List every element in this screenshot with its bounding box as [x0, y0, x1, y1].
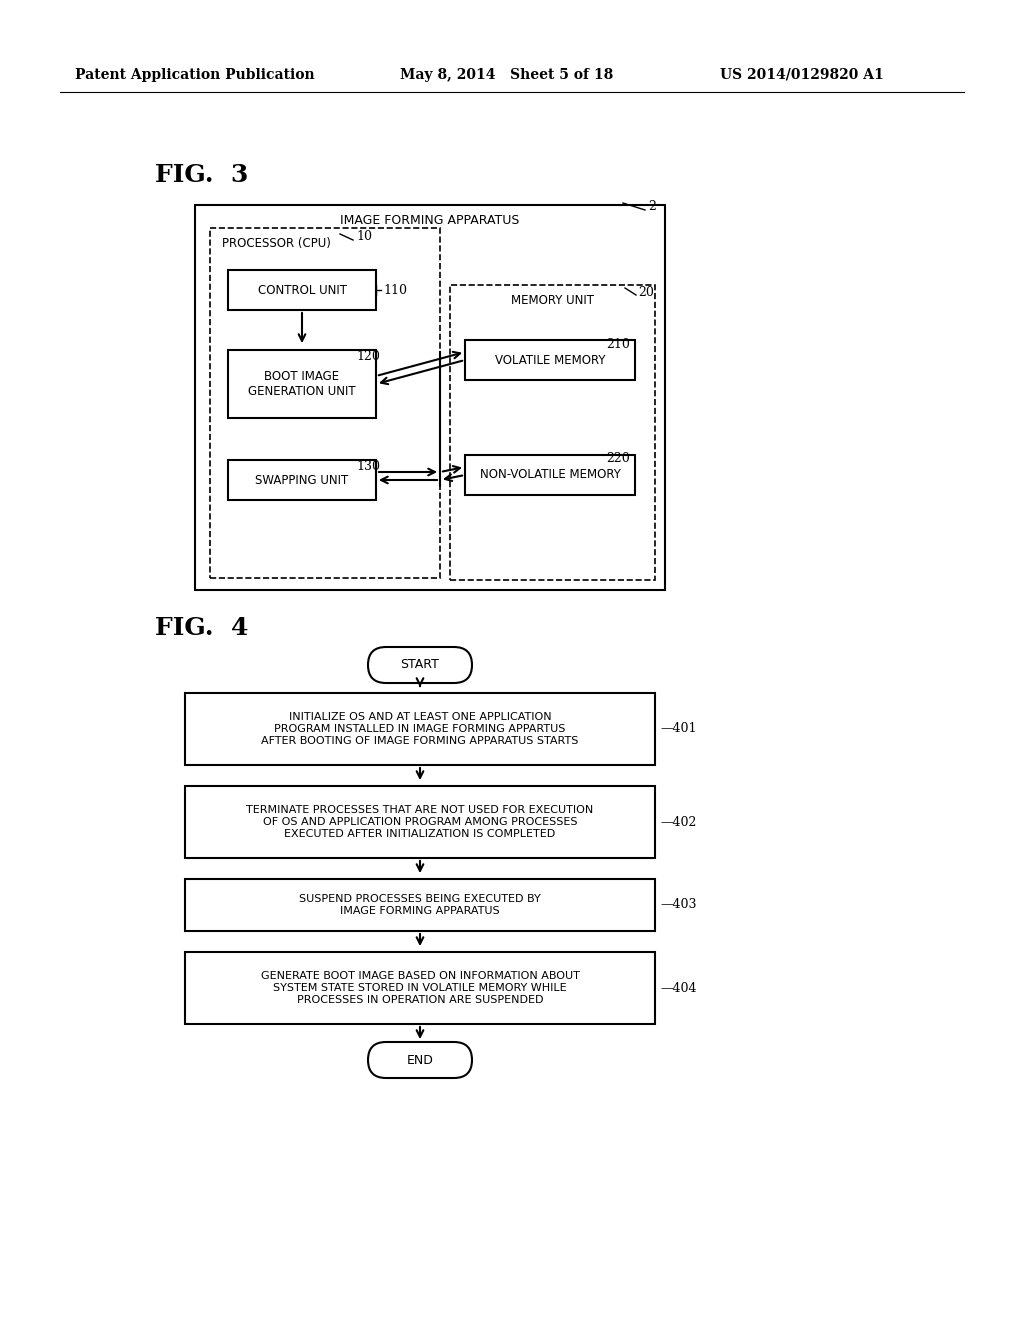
- Text: TERMINATE PROCESSES THAT ARE NOT USED FOR EXECUTION
OF OS AND APPLICATION PROGRA: TERMINATE PROCESSES THAT ARE NOT USED FO…: [247, 805, 594, 838]
- Text: 120: 120: [356, 350, 380, 363]
- Text: US 2014/0129820 A1: US 2014/0129820 A1: [720, 69, 884, 82]
- Bar: [195, 205, 665, 590]
- Text: 130: 130: [356, 459, 380, 473]
- Text: FIG.  4: FIG. 4: [155, 616, 249, 640]
- Text: BOOT IMAGE
GENERATION UNIT: BOOT IMAGE GENERATION UNIT: [248, 370, 355, 399]
- Text: Patent Application Publication: Patent Application Publication: [75, 69, 314, 82]
- Bar: [185, 879, 655, 931]
- Text: 110: 110: [383, 284, 407, 297]
- Text: May 8, 2014   Sheet 5 of 18: May 8, 2014 Sheet 5 of 18: [400, 69, 613, 82]
- Text: —403: —403: [660, 899, 696, 912]
- Text: GENERATE BOOT IMAGE BASED ON INFORMATION ABOUT
SYSTEM STATE STORED IN VOLATILE M: GENERATE BOOT IMAGE BASED ON INFORMATION…: [260, 972, 580, 1005]
- Bar: [465, 341, 635, 380]
- Bar: [185, 785, 655, 858]
- FancyBboxPatch shape: [368, 1041, 472, 1078]
- Text: SUSPEND PROCESSES BEING EXECUTED BY
IMAGE FORMING APPARATUS: SUSPEND PROCESSES BEING EXECUTED BY IMAG…: [299, 894, 541, 916]
- Text: FIG.  3: FIG. 3: [155, 162, 249, 187]
- Text: VOLATILE MEMORY: VOLATILE MEMORY: [495, 354, 605, 367]
- Text: 20: 20: [638, 285, 654, 298]
- Text: 2: 2: [648, 201, 656, 214]
- Text: PROCESSOR (CPU): PROCESSOR (CPU): [222, 238, 331, 251]
- Text: NON-VOLATILE MEMORY: NON-VOLATILE MEMORY: [479, 469, 621, 482]
- Bar: [228, 350, 376, 418]
- Bar: [228, 459, 376, 500]
- FancyBboxPatch shape: [368, 647, 472, 682]
- Text: INITIALIZE OS AND AT LEAST ONE APPLICATION
PROGRAM INSTALLED IN IMAGE FORMING AP: INITIALIZE OS AND AT LEAST ONE APPLICATI…: [261, 713, 579, 746]
- Text: 210: 210: [606, 338, 630, 351]
- Bar: [185, 952, 655, 1024]
- Text: —402: —402: [660, 816, 696, 829]
- Text: SWAPPING UNIT: SWAPPING UNIT: [255, 474, 348, 487]
- Text: 10: 10: [356, 231, 372, 243]
- Text: CONTROL UNIT: CONTROL UNIT: [257, 284, 346, 297]
- Text: START: START: [400, 659, 439, 672]
- Bar: [210, 228, 440, 578]
- Text: IMAGE FORMING APPARATUS: IMAGE FORMING APPARATUS: [340, 214, 520, 227]
- Bar: [185, 693, 655, 766]
- Text: MEMORY UNIT: MEMORY UNIT: [511, 294, 594, 308]
- Text: —401: —401: [660, 722, 696, 735]
- Bar: [465, 455, 635, 495]
- Text: END: END: [407, 1053, 433, 1067]
- Text: 220: 220: [606, 453, 630, 466]
- Text: —404: —404: [660, 982, 696, 994]
- Bar: [450, 285, 655, 579]
- Bar: [228, 271, 376, 310]
